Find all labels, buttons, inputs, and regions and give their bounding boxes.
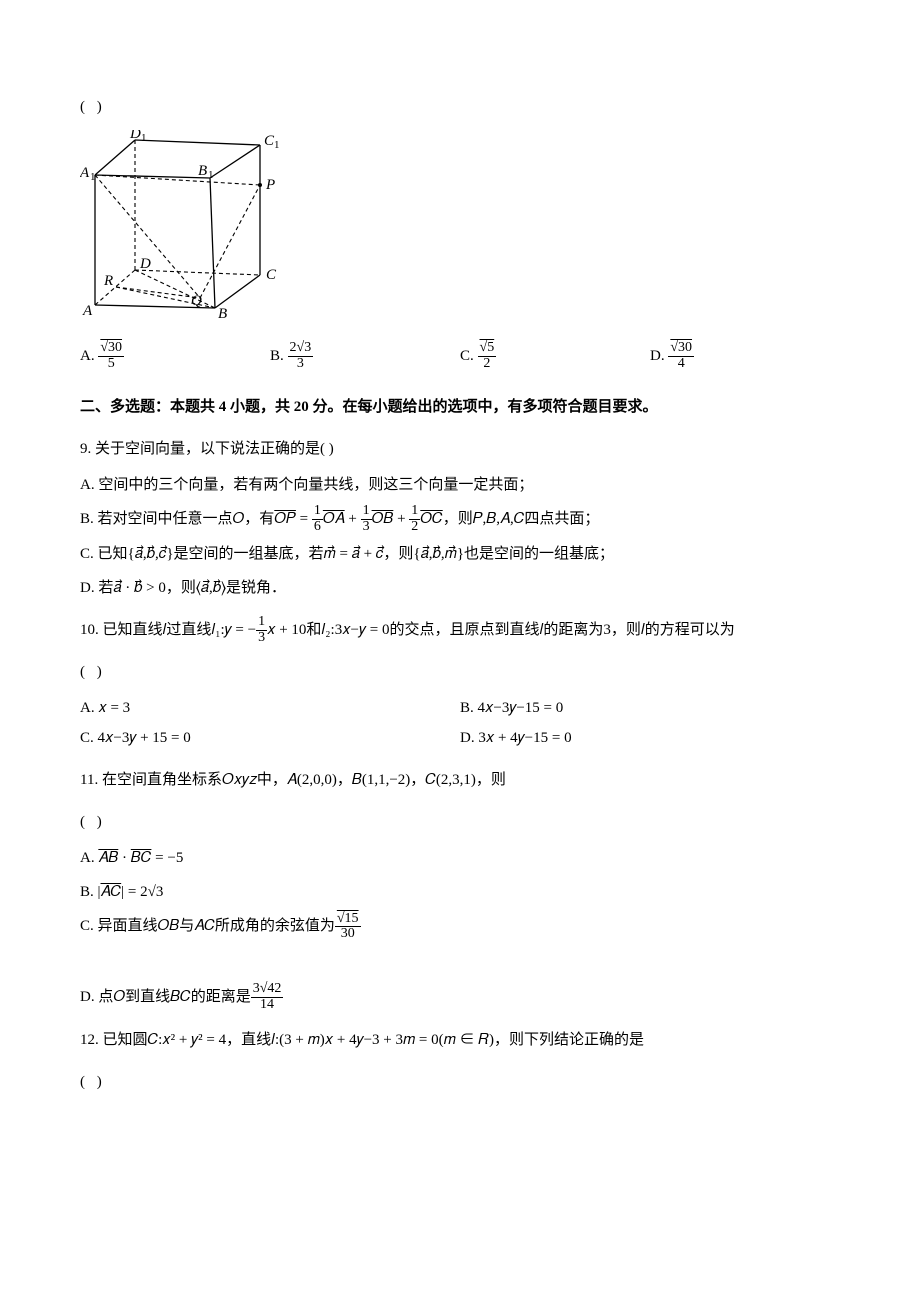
q10-options-row1: A. 𝑥 = 3 B. 4𝑥−3𝑦−15 = 0 [80, 693, 840, 723]
q11-stem: 11. 在空间直角坐标系𝑂𝑥𝑦𝑧中，𝐴(2,0,0)，𝐵(1,1,−2)，𝐶(2… [80, 765, 840, 795]
q8-cube-figure: D1 C1 A1 B1 P R D C A Q B [80, 130, 840, 331]
label-b: B [218, 306, 227, 320]
q8-opt-b-label: B. [270, 348, 284, 364]
q10-paren: ( ) [80, 657, 840, 687]
label-p: P [265, 177, 275, 193]
q8-opt-d-label: D. [650, 348, 665, 364]
cube-dashed-edges [95, 140, 260, 308]
label-a1: A [80, 165, 90, 181]
q12-stem: 12. 已知圆𝐶:𝑥² + 𝑦² = 4，直线𝑙:(3 + 𝑚)𝑥 + 4𝑦−3… [80, 1025, 840, 1055]
q11-paren: ( ) [80, 807, 840, 837]
cube-point-p [258, 183, 262, 187]
svg-text:1: 1 [90, 171, 96, 183]
q8-opt-b: B. 2√33 [270, 341, 460, 372]
label-a: A [82, 303, 93, 319]
q12-paren: ( ) [80, 1067, 840, 1097]
q11-opt-c: C. 异面直线𝑂𝐵与𝐴𝐶所成角的余弦值为√1530 [80, 911, 840, 942]
q11-options: A. 𝐴𝐵 · 𝐵𝐶 = −5 B. |𝐴𝐶| = 2√3 C. 异面直线𝑂𝐵与… [80, 843, 840, 942]
svg-text:1: 1 [208, 169, 214, 181]
q8-opt-c: C. √52 [460, 341, 650, 372]
q8-paren: ( ) [80, 92, 840, 122]
q8-options: A. √305 B. 2√33 C. √52 D. √304 [80, 341, 840, 372]
q9-options: A. 空间中的三个向量，若有两个向量共线，则这三个向量一定共面； B. 若对空间… [80, 470, 840, 603]
q10-opt-a: A. 𝑥 = 3 [80, 693, 460, 723]
cube-solid-edges [95, 140, 260, 308]
q9-opt-d: D. 若𝑎⃗ · 𝑏⃗ > 0，则⟨𝑎⃗,𝑏⃗⟩是锐角． [80, 573, 840, 603]
q10-opt-d: D. 3𝑥 + 4𝑦−15 = 0 [460, 723, 840, 753]
q8-opt-a-label: A. [80, 348, 95, 364]
q8-opt-a: A. √305 [80, 341, 270, 372]
q10-opt-b: B. 4𝑥−3𝑦−15 = 0 [460, 693, 840, 723]
page-gap [80, 942, 840, 978]
q9-opt-c: C. 已知{𝑎⃗,𝑏⃗,𝑐⃗}是空间的一组基底，若𝑚⃗ = 𝑎⃗ + 𝑐⃗，则{… [80, 539, 840, 569]
q11-options-cont: D. 点𝑂到直线𝐵𝐶的距离是3√4214 [80, 982, 840, 1013]
q10-stem: 10. 已知直线𝑙过直线𝑙₁:𝑦 = −13𝑥 + 10和𝑙₂:3𝑥−𝑦 = 0… [80, 615, 840, 646]
q10-options-row2: C. 4𝑥−3𝑦 + 15 = 0 D. 3𝑥 + 4𝑦−15 = 0 [80, 723, 840, 753]
q11-opt-b: B. |𝐴𝐶| = 2√3 [80, 877, 840, 907]
svg-text:1: 1 [274, 139, 280, 151]
cube-svg: D1 C1 A1 B1 P R D C A Q B [80, 130, 280, 320]
label-d1: D [129, 130, 141, 142]
label-d: D [139, 256, 151, 272]
q8-opt-c-label: C. [460, 348, 474, 364]
q11-opt-d: D. 点𝑂到直线𝐵𝐶的距离是3√4214 [80, 982, 840, 1013]
q11-opt-a: A. 𝐴𝐵 · 𝐵𝐶 = −5 [80, 843, 840, 873]
q9-stem: 9. 关于空间向量，以下说法正确的是( ) [80, 434, 840, 464]
section2-heading: 二、多选题：本题共 4 小题，共 20 分。在每小题给出的选项中，有多项符合题目… [80, 392, 840, 422]
label-r: R [103, 273, 113, 289]
label-c: C [266, 267, 277, 283]
label-q: Q [191, 293, 202, 309]
q9-opt-b: B. 若对空间中任意一点𝑂，有𝑂𝑃 = 16𝑂𝐴 + 13𝑂𝐵 + 12𝑂𝐶，则… [80, 504, 840, 535]
label-b1: B [198, 163, 207, 179]
q8-paren-text: ( ) [80, 99, 106, 115]
q9-opt-a: A. 空间中的三个向量，若有两个向量共线，则这三个向量一定共面； [80, 470, 840, 500]
q10-opt-c: C. 4𝑥−3𝑦 + 15 = 0 [80, 723, 460, 753]
q8-opt-d: D. √304 [650, 341, 840, 372]
svg-text:1: 1 [141, 132, 147, 144]
